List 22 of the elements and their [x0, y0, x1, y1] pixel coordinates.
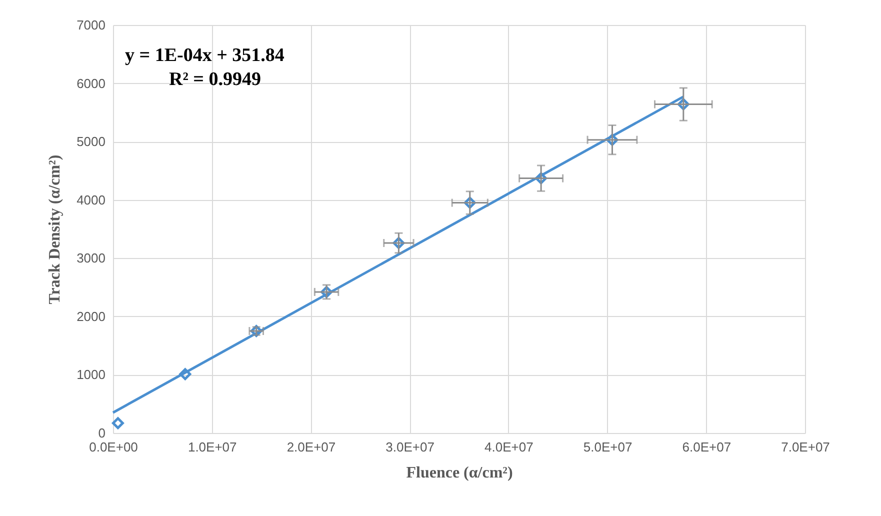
- x-tick-label: 2.0E+07: [286, 440, 336, 454]
- point: [112, 417, 124, 430]
- x-tick-label: 6.0E+07: [682, 440, 732, 454]
- y-tick-label: 2000: [76, 308, 106, 324]
- point: [179, 368, 192, 380]
- y-tick-label: 3000: [76, 250, 106, 266]
- y-tick-label: 1000: [76, 367, 106, 382]
- y-tick-label: 4000: [76, 192, 106, 208]
- y-axis-title: Track Density (α/cm²): [46, 154, 64, 304]
- x-tick-label: 3.0E+07: [386, 440, 434, 454]
- x-tick-label: 0.0E+00: [89, 440, 138, 454]
- x-tick-label: 4.0E+07: [484, 440, 534, 454]
- x-tick-label: 1.0E+07: [188, 440, 237, 454]
- x-tick-label: 5.0E+07: [583, 440, 632, 454]
- y-tick-label: 5000: [76, 134, 106, 150]
- annotation: R² = 0.9949: [169, 69, 261, 90]
- x-tick-label: 7.0E+07: [781, 440, 830, 454]
- x-axis-title: Fluence (α/cm²): [406, 464, 513, 482]
- annotation: y = 1E-04x + 351.84: [125, 45, 285, 66]
- y-tick-label: 6000: [76, 76, 106, 91]
- y-tick-label: 7000: [76, 18, 106, 32]
- y-tick-label: 0: [98, 426, 106, 440]
